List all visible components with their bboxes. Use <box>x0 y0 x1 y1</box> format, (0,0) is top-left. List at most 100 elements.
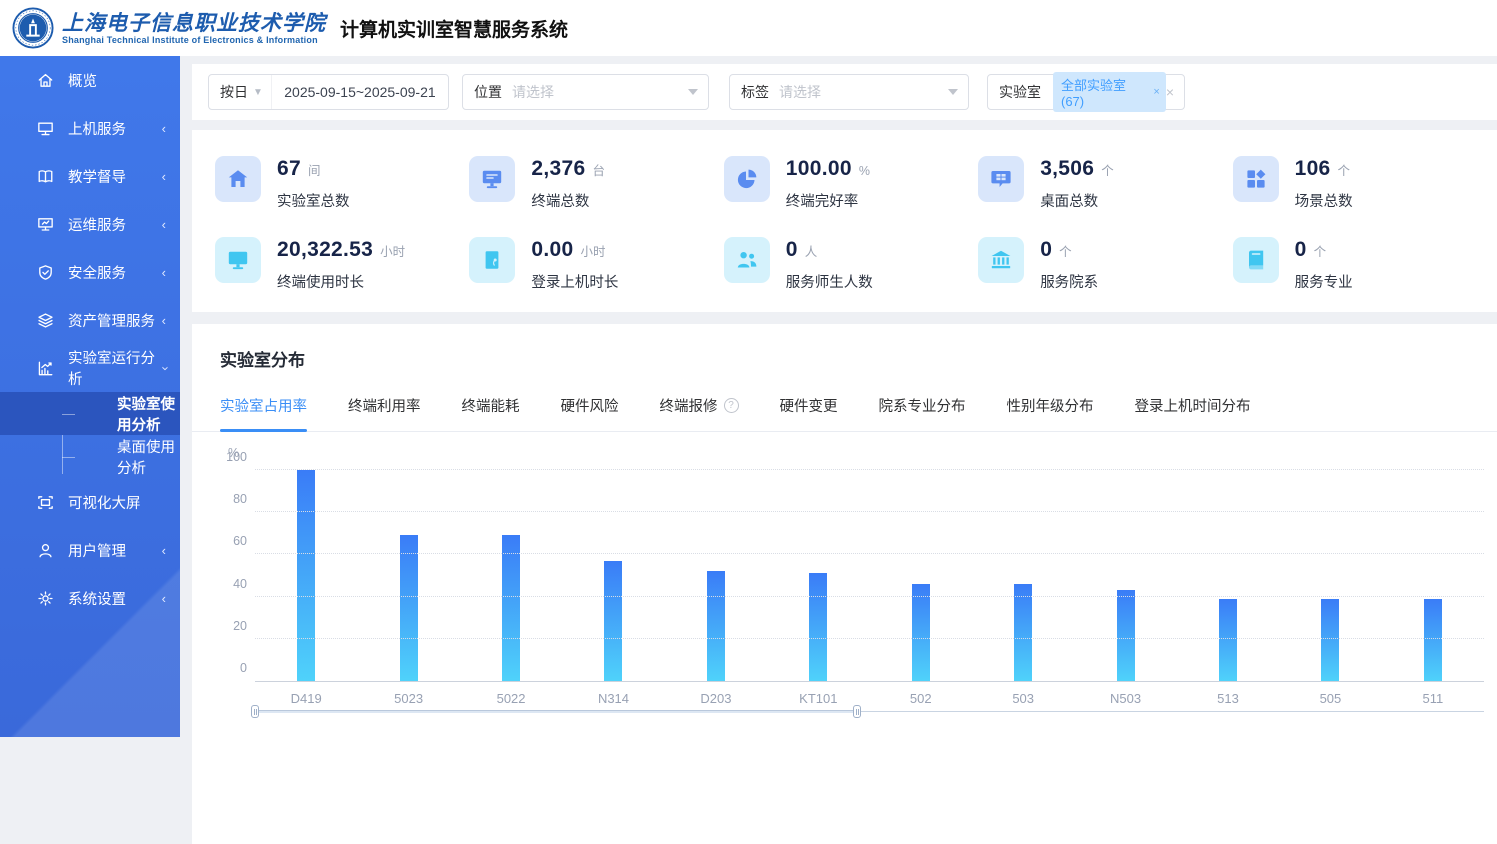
location-placeholder: 请选择 <box>512 82 554 102</box>
bar-511[interactable] <box>1424 599 1442 681</box>
school-name-en: Shanghai Technical Institute of Electron… <box>62 35 326 45</box>
sidebar-subitem-1[interactable]: 桌面使用分析 <box>0 435 180 478</box>
bar-KT101[interactable] <box>809 573 827 681</box>
bar-D419[interactable] <box>297 470 315 681</box>
section-title: 实验室分布 <box>192 346 1497 371</box>
page-title: 计算机实训室智慧服务系统 <box>340 15 568 42</box>
chevron-collapsed-icon: ‹ <box>162 544 166 557</box>
tab-7[interactable]: 性别年级分布 <box>1007 395 1094 431</box>
lab-selected-tag: 全部实验室 (67) × <box>1053 72 1166 112</box>
sidebar-item-label: 安全服务 <box>68 262 126 283</box>
x-tick-label: 503 <box>972 691 1074 706</box>
major-book-icon <box>1233 237 1279 283</box>
sidebar-item-2[interactable]: 教学督导‹ <box>0 152 180 200</box>
sidebar-subitem-0[interactable]: 实验室使用分析 <box>0 392 180 435</box>
bar-column-KT101 <box>767 470 869 681</box>
bar-513[interactable] <box>1219 599 1237 681</box>
gear-icon <box>36 589 55 608</box>
stat-label: 服务院系 <box>1040 271 1098 292</box>
stat-unit: 个 <box>1314 241 1327 260</box>
help-question-icon[interactable]: ? <box>724 398 739 413</box>
tab-label: 硬件风险 <box>561 395 619 416</box>
bar-502[interactable] <box>912 584 930 681</box>
sidebar-item-5[interactable]: 资产管理服务‹ <box>0 296 180 344</box>
tab-label: 登录上机时间分布 <box>1135 395 1251 416</box>
tab-label: 终端报修 <box>660 395 718 416</box>
terminal-icon <box>469 156 515 202</box>
tab-3[interactable]: 硬件风险 <box>561 395 619 431</box>
sidebar-item-label: 用户管理 <box>68 540 126 561</box>
tab-1[interactable]: 终端利用率 <box>348 395 421 431</box>
date-mode-select[interactable]: 按日 ▼ <box>209 75 272 109</box>
bar-5022[interactable] <box>502 535 520 681</box>
tab-2[interactable]: 终端能耗 <box>462 395 520 431</box>
datazoom-handle-left[interactable] <box>251 705 259 718</box>
location-select[interactable]: 请选择 <box>512 75 708 109</box>
stat-value: 106 <box>1295 157 1331 181</box>
tab-6[interactable]: 院系专业分布 <box>879 395 966 431</box>
stat-value: 0 <box>1040 238 1052 262</box>
sidebar-item-0[interactable]: 概览 <box>0 56 180 104</box>
tab-8[interactable]: 登录上机时间分布 <box>1135 395 1251 431</box>
chevron-collapsed-icon: ‹ <box>162 170 166 183</box>
home-filled-icon <box>215 156 261 202</box>
lab-filter-group: 实验室 全部实验室 (67) × × <box>987 74 1185 110</box>
bar-N314[interactable] <box>604 561 622 681</box>
stat-value: 2,376 <box>531 157 585 181</box>
bar-503[interactable] <box>1014 584 1032 681</box>
school-logo-text: 上海电子信息职业技术学院 Shanghai Technical Institut… <box>62 11 326 45</box>
app-header: 上海电子信息职业技术学院 Shanghai Technical Institut… <box>0 0 1497 56</box>
tab-5[interactable]: 硬件变更 <box>780 395 838 431</box>
date-range-input[interactable]: 2025-09-15~2025-09-21 <box>272 84 448 100</box>
bar-D203[interactable] <box>707 571 725 681</box>
people-icon <box>724 237 770 283</box>
sidebar-item-7[interactable]: 可视化大屏 <box>0 478 180 526</box>
lab-label: 实验室 <box>988 82 1051 102</box>
bar-505[interactable] <box>1321 599 1339 681</box>
sidebar-submenu: 实验室使用分析桌面使用分析 <box>0 392 180 478</box>
tab-0[interactable]: 实验室占用率 <box>220 395 307 431</box>
datazoom-handle-right[interactable] <box>853 705 861 718</box>
sidebar-nav: 概览上机服务‹教学督导‹运维服务‹安全服务‹资产管理服务‹实验室运行分析‹实验室… <box>0 56 180 737</box>
stat-unit: 个 <box>1338 160 1351 179</box>
sidebar-item-3[interactable]: 运维服务‹ <box>0 200 180 248</box>
bar-5023[interactable] <box>400 535 418 681</box>
stat-unit: 台 <box>592 160 605 179</box>
clear-icon[interactable]: × <box>1166 84 1174 100</box>
location-filter-group: 位置 请选择 <box>462 74 709 110</box>
bar-column-N503 <box>1074 470 1176 681</box>
stat-value: 20,322.53 <box>277 238 373 262</box>
sidebar-item-label: 上机服务 <box>68 118 126 139</box>
bar-column-505 <box>1279 470 1381 681</box>
tab-label: 终端能耗 <box>462 395 520 416</box>
book-icon <box>36 167 55 186</box>
tag-select[interactable]: 请选择 <box>779 75 968 109</box>
user-icon <box>36 541 55 560</box>
tab-4[interactable]: 终端报修? <box>660 395 739 431</box>
sidebar-item-6[interactable]: 实验室运行分析‹ <box>0 344 180 392</box>
pie-icon <box>724 156 770 202</box>
stat-value: 0 <box>1295 238 1307 262</box>
scene-grid-icon <box>1233 156 1279 202</box>
x-tick-label: 5023 <box>357 691 459 706</box>
tag-remove-icon[interactable]: × <box>1153 86 1159 98</box>
datazoom-selected-range[interactable] <box>255 710 857 713</box>
sidebar-item-8[interactable]: 用户管理 ‹ <box>0 526 180 574</box>
sidebar-item-9[interactable]: 系统设置‹ <box>0 574 180 622</box>
sidebar-item-1[interactable]: 上机服务‹ <box>0 104 180 152</box>
ops-icon <box>36 215 55 234</box>
sidebar-item-4[interactable]: 安全服务‹ <box>0 248 180 296</box>
lab-select[interactable]: 全部实验室 (67) × × <box>1051 75 1184 109</box>
chevron-collapsed-icon: ‹ <box>162 592 166 605</box>
stat-value: 67 <box>277 157 301 181</box>
gridline <box>255 469 1484 470</box>
chart-datazoom-slider[interactable] <box>255 705 1484 719</box>
stat-label: 服务师生人数 <box>786 271 873 292</box>
bar-N503[interactable] <box>1117 590 1135 681</box>
caret-down-icon <box>948 89 958 95</box>
